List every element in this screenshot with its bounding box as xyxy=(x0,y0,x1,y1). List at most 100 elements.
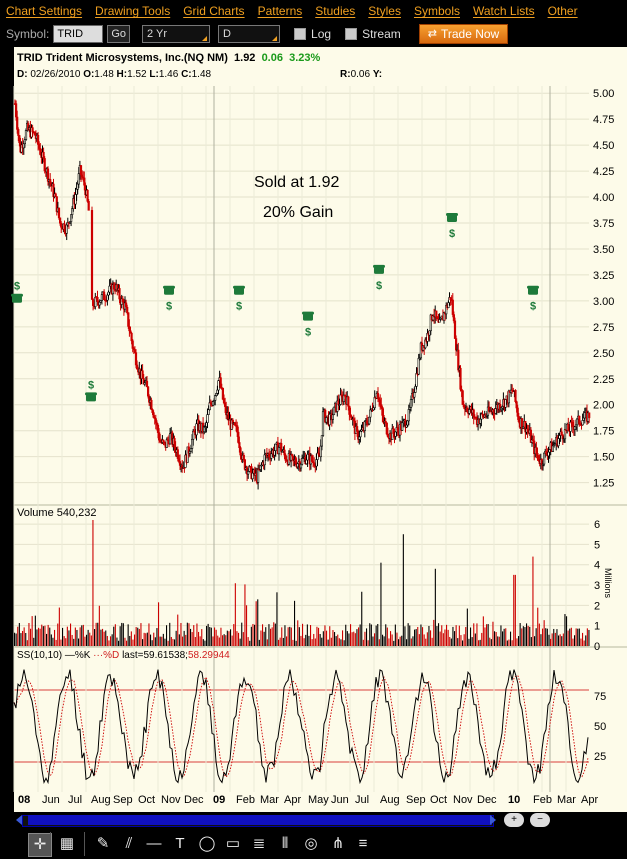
date-value: 02/26/2010 xyxy=(30,69,81,80)
open-value: 1.48 xyxy=(94,69,114,80)
scrollbar-thumb[interactable] xyxy=(28,815,492,825)
menu-item-drawing-tools[interactable]: Drawing Tools xyxy=(95,4,171,18)
cursor-icon[interactable]: ✛ xyxy=(28,833,52,857)
menu-item-chart-settings[interactable]: Chart Settings xyxy=(6,4,83,18)
x-tick-label: Jun xyxy=(42,794,60,806)
low-value: 1.46 xyxy=(158,69,179,80)
ohlc-readout: D: 02/26/2010 O:1.48 H:1.52 L:1.46 C:1.4… xyxy=(17,69,211,80)
range-readout: R:0.06 Y: xyxy=(340,69,382,80)
x-tick-label: Mar xyxy=(557,794,576,806)
x-tick-label: Dec xyxy=(184,794,204,806)
x-tick-label: Mar xyxy=(260,794,279,806)
oscillator-last-d: 58.29944 xyxy=(187,650,230,661)
ellipse-icon[interactable]: ◯ xyxy=(198,835,216,852)
speed-lines-icon[interactable]: ◎ xyxy=(304,835,318,852)
stream-checkbox[interactable]: Stream xyxy=(345,27,401,41)
x-tick-label: 09 xyxy=(213,794,226,806)
menu-item-watch-lists[interactable]: Watch Lists xyxy=(473,4,535,18)
chart-area[interactable] xyxy=(14,47,627,812)
horizontal-line-icon[interactable]: — xyxy=(146,835,162,852)
menu-item-studies[interactable]: Studies xyxy=(315,4,356,18)
text-tool-icon[interactable]: T xyxy=(175,835,185,852)
x-tick-label: Dec xyxy=(477,794,497,806)
x-tick-label: Nov xyxy=(161,794,181,806)
menu-item-grid-charts[interactable]: Grid Charts xyxy=(183,4,245,18)
x-tick-label: 08 xyxy=(18,794,31,806)
range-value: 0.06 xyxy=(350,69,371,80)
regression-channel-icon[interactable]: ≡ xyxy=(358,835,368,852)
x-tick-label: Feb xyxy=(236,794,255,806)
menu-item-styles[interactable]: Styles xyxy=(368,4,401,18)
x-tick-label: Aug xyxy=(91,794,111,806)
andrews-pitchfork-icon[interactable]: ⋔ xyxy=(331,835,345,852)
toolbar-separator xyxy=(50,832,51,856)
log-label: Log xyxy=(311,27,332,41)
company-name: Trident Microsystems, Inc.(NQ NM) xyxy=(45,52,228,64)
d-legend-line: ··· xyxy=(93,650,104,661)
x-axis: 08 Jun Jul Aug Sep Oct Nov Dec 09 Feb Mar Apr May Jun… xyxy=(14,792,627,812)
crosshair-icon[interactable]: ▦ xyxy=(59,835,75,852)
volume-label: Volume 540,232 xyxy=(17,507,97,519)
y-label: Y: xyxy=(372,69,383,80)
trade-now-label: Trade Now xyxy=(440,27,500,41)
k-label: %K xyxy=(74,650,91,661)
dropdown-arrow-icon xyxy=(202,36,208,41)
x-tick-label: Nov xyxy=(453,794,473,806)
checkbox-icon xyxy=(345,28,358,40)
dropdown-arrow-icon xyxy=(272,36,278,41)
interval-value: D xyxy=(223,28,231,40)
menu-item-symbols[interactable]: Symbols xyxy=(413,4,460,18)
price-change-pct: 3.23% xyxy=(289,52,321,64)
symbol-input[interactable]: TRID xyxy=(53,25,104,43)
toolbar-separator xyxy=(84,832,85,856)
parallel-lines-icon[interactable]: ⫽ xyxy=(125,835,133,852)
high-label: H: xyxy=(116,69,128,80)
ticker: TRID xyxy=(17,52,43,64)
fibonacci-icon[interactable]: ≣ xyxy=(252,835,266,852)
x-tick-label: Oct xyxy=(430,794,448,806)
x-tick-label: Sep xyxy=(406,794,426,806)
drawing-toolbar xyxy=(0,828,627,859)
x-tick-label: Jul xyxy=(68,794,83,806)
zoom-in-icon[interactable]: + xyxy=(504,813,524,827)
d-label: %D xyxy=(103,650,120,661)
annotation-sold: Sold at 1.92 xyxy=(254,174,340,191)
rectangle-icon[interactable]: ▭ xyxy=(225,835,241,852)
x-tick-label: Oct xyxy=(138,794,156,806)
close-label: C: xyxy=(181,69,192,80)
gann-fan-icon[interactable]: ⦀ xyxy=(281,835,289,852)
oscillator-last: last=59.61538; xyxy=(122,650,188,661)
period-select[interactable]: 2 Yr xyxy=(142,25,211,43)
checkbox-icon xyxy=(294,28,307,40)
pencil-icon[interactable]: ✎ xyxy=(96,835,110,852)
annotation-gain: 20% Gain xyxy=(263,204,334,221)
price-change: 0.06 xyxy=(261,52,283,64)
menu-item-other[interactable]: Other xyxy=(547,4,578,18)
x-tick-label: May xyxy=(308,794,329,806)
x-tick-label: Jun xyxy=(331,794,349,806)
interval-select[interactable]: D xyxy=(218,25,281,43)
scroll-left-icon[interactable] xyxy=(16,815,22,825)
x-tick-label: Apr xyxy=(284,794,302,806)
range-label: R: xyxy=(340,69,351,80)
menu-item-patterns[interactable]: Patterns xyxy=(257,4,303,18)
high-value: 1.52 xyxy=(127,69,147,80)
trade-icon: ⇄ xyxy=(427,28,437,40)
date-label: D: xyxy=(17,69,28,80)
x-tick-label: Feb xyxy=(533,794,552,806)
last-price: 1.92 xyxy=(234,52,256,64)
toolbar: Symbol: TRID Go 2 Yr D Log Stream ⇄ Trade… xyxy=(0,22,627,46)
x-tick-label: Apr xyxy=(581,794,599,806)
left-margin xyxy=(0,47,14,828)
zoom-out-icon[interactable]: − xyxy=(530,813,550,827)
log-checkbox[interactable]: Log xyxy=(294,27,331,41)
x-tick-label: 10 xyxy=(508,794,521,806)
scroll-right-icon[interactable] xyxy=(490,815,496,825)
x-tick-label: Aug xyxy=(380,794,400,806)
volume-unit-label: Millions xyxy=(603,568,613,599)
go-button[interactable]: Go xyxy=(107,25,131,43)
menu-bar: Chart Settings Drawing Tools Grid Charts Pa… xyxy=(0,0,627,22)
open-label: O: xyxy=(83,69,95,80)
chart-header: TRID Trident Microsystems, Inc.(NQ NM) 1… xyxy=(17,52,320,64)
trade-now-button[interactable]: ⇄ Trade Now xyxy=(418,24,509,44)
